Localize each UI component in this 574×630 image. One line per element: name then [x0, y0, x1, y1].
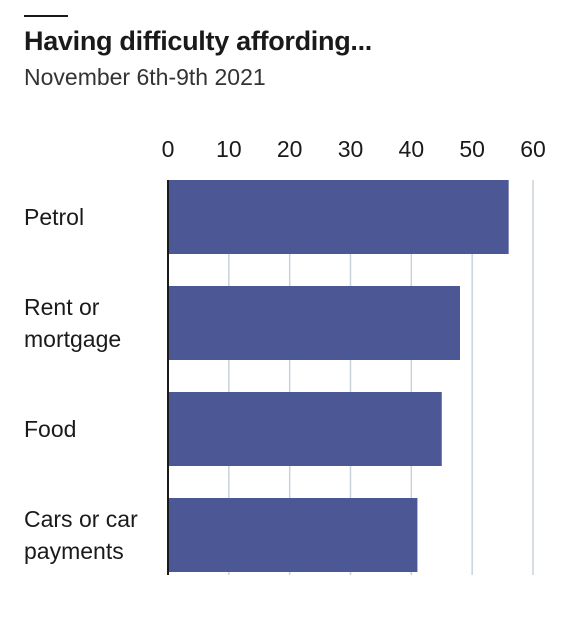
tick-label-40: 40 — [399, 136, 425, 162]
category-label-line: Cars or car — [24, 506, 138, 532]
bar-3 — [168, 498, 418, 572]
category-label-0: Petrol — [24, 201, 84, 233]
category-label-line: payments — [24, 538, 124, 564]
chart-subtitle: November 6th-9th 2021 — [24, 64, 266, 90]
tick-label-30: 30 — [338, 136, 364, 162]
tick-label-60: 60 — [520, 136, 546, 162]
tick-label-10: 10 — [216, 136, 242, 162]
category-label-line: Rent or — [24, 294, 100, 320]
tick-label-20: 20 — [277, 136, 303, 162]
category-label-2: Food — [24, 413, 76, 445]
category-label-1: Rent or mortgage — [24, 291, 121, 355]
category-label-line: Petrol — [24, 204, 85, 230]
tick-labels: 0 10 20 30 40 50 60 — [162, 136, 546, 162]
chart-title: Having difficulty affording... — [24, 26, 372, 56]
tick-label-0: 0 — [162, 136, 175, 162]
header-rule — [24, 15, 68, 17]
tick-label-50: 50 — [459, 136, 485, 162]
bars — [168, 180, 509, 572]
category-label-3: Cars or car payments — [24, 503, 138, 567]
category-label-line: Food — [24, 416, 77, 442]
bar-0 — [168, 180, 509, 254]
category-label-line: mortgage — [24, 326, 122, 352]
bar-2 — [168, 392, 442, 466]
bar-1 — [168, 286, 460, 360]
